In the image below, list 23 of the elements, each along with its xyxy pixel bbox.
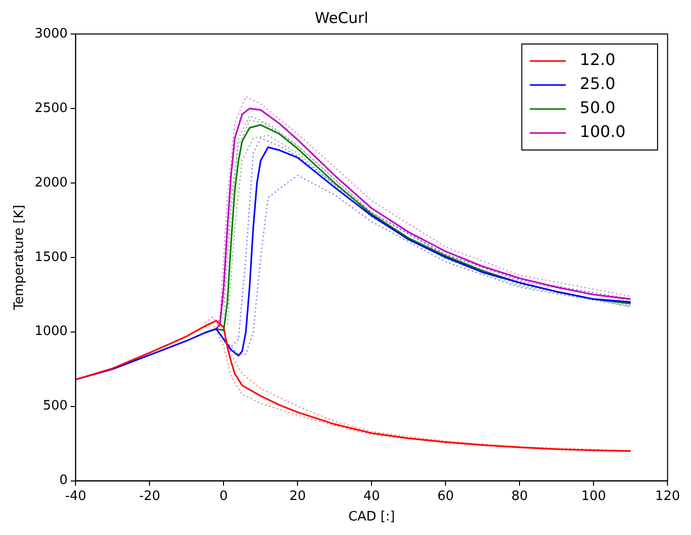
- x-tick-label: 100: [581, 488, 606, 504]
- x-tick-label: 80: [511, 488, 528, 504]
- y-tick-label: 1000: [34, 324, 68, 340]
- legend-label: 12.0: [580, 50, 616, 70]
- x-tick-label: -40: [65, 488, 86, 504]
- x-tick-label: 20: [289, 488, 306, 504]
- x-tick-label: 40: [363, 488, 380, 504]
- y-tick-label: 500: [42, 398, 68, 414]
- y-tick-label: 1500: [34, 250, 68, 265]
- y-tick-label: 0: [59, 473, 68, 488]
- x-tick-label: 60: [437, 488, 454, 504]
- chart-title: WeCurl: [314, 8, 368, 27]
- y-tick-label: 3000: [34, 26, 68, 42]
- x-tick-label: -20: [139, 488, 160, 504]
- legend-label: 25.0: [580, 74, 616, 94]
- y-axis-title: Temperature [K]: [12, 204, 28, 311]
- legend-label: 100.0: [580, 122, 626, 142]
- x-axis-title: CAD [:]: [348, 510, 395, 525]
- x-tick-label: 120: [655, 488, 680, 504]
- y-tick-label: 2500: [34, 100, 68, 116]
- y-tick-label: 2000: [34, 175, 68, 190]
- legend-label: 50.0: [580, 98, 616, 118]
- x-tick-label: 0: [220, 488, 228, 504]
